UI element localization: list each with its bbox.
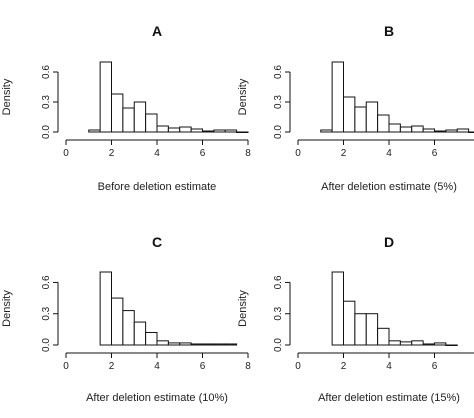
panel-title: D xyxy=(384,234,394,250)
histogram-bar xyxy=(388,340,401,346)
histogram-bar xyxy=(133,321,147,346)
histogram-bar xyxy=(122,107,135,133)
x-tick-label: 0 xyxy=(295,361,301,372)
y-tick-label: 0.3 xyxy=(41,95,52,109)
y-tick-label: 0.3 xyxy=(41,306,52,320)
y-tick-label: 0.0 xyxy=(41,125,52,139)
panel-b: B 0 2 4 6 8 0.0 0.3 0.6 After deletion estimate (… xyxy=(237,23,474,193)
y-tick-label: 0.3 xyxy=(273,306,284,320)
histogram-bar xyxy=(411,340,424,346)
histogram-bar xyxy=(190,343,203,346)
x-tick-label: 2 xyxy=(341,148,347,159)
x-tick-label: 4 xyxy=(154,148,160,159)
x-axis-label: After deletion estimate (5%) xyxy=(321,181,457,193)
panel-d: D 0 2 4 6 8 0.0 0.3 0.6 After deletion estimate (… xyxy=(237,234,474,404)
histogram-bar xyxy=(422,128,435,133)
histogram-bar xyxy=(331,61,344,133)
y-tick-label: 0.6 xyxy=(41,275,52,289)
histogram-bar xyxy=(145,331,158,346)
x-axis-label: After deletion estimate (10%) xyxy=(86,392,228,404)
panel-a: A 0 2 4 6 8 0.0 0.3 0.6 Before deletion estimate D… xyxy=(1,23,251,193)
x-tick-label: 8 xyxy=(245,361,251,372)
y-tick-label: 0.0 xyxy=(273,338,284,352)
histogram-bar xyxy=(156,340,169,346)
panel-c: C 0 2 4 6 8 0.0 0.3 0.6 After deletion estimate (… xyxy=(1,234,251,404)
histogram-bar xyxy=(468,131,474,133)
y-axis-label: Density xyxy=(237,290,249,327)
y-axis-label: Density xyxy=(1,78,13,115)
histogram-bar xyxy=(179,126,192,133)
histogram-bar xyxy=(399,126,413,133)
histogram-bar xyxy=(422,343,435,346)
y-tick-label: 0.6 xyxy=(273,65,284,79)
histogram-bar xyxy=(331,271,344,346)
x-tick-label: 2 xyxy=(109,148,115,159)
histogram-bar xyxy=(99,61,112,133)
histogram-bar xyxy=(354,313,367,346)
histogram-bar xyxy=(343,300,356,346)
x-tick-label: 6 xyxy=(200,148,206,159)
histogram-bar xyxy=(111,93,124,133)
x-axis-label: After deletion estimate (15%) xyxy=(318,392,460,404)
histogram-bar xyxy=(377,327,390,346)
x-tick-label: 6 xyxy=(200,361,206,372)
x-tick-label: 4 xyxy=(154,361,160,372)
histogram-bar xyxy=(133,101,147,133)
histogram-bar xyxy=(456,128,470,133)
histogram-bar xyxy=(213,343,226,346)
histogram-bar xyxy=(145,113,158,133)
panel-title: A xyxy=(152,23,162,39)
histogram-bar xyxy=(156,125,169,133)
x-tick-label: 2 xyxy=(341,361,347,372)
histogram-bar xyxy=(365,313,379,346)
histogram-bar xyxy=(365,101,379,133)
histogram-bar xyxy=(434,130,447,133)
y-tick-label: 0.6 xyxy=(41,65,52,79)
histogram-bar xyxy=(99,271,112,346)
histogram-bar xyxy=(320,129,333,133)
y-axis-label: Density xyxy=(237,78,249,115)
x-tick-label: 2 xyxy=(109,361,115,372)
histogram-bar xyxy=(343,96,356,133)
x-tick-label: 8 xyxy=(245,148,251,159)
histogram-bar xyxy=(167,342,181,346)
histogram-bar xyxy=(167,127,181,133)
y-tick-label: 0.6 xyxy=(273,275,284,289)
y-tick-label: 0.0 xyxy=(273,125,284,139)
histogram-bar xyxy=(88,129,101,133)
x-tick-label: 4 xyxy=(386,361,392,372)
panel-title: C xyxy=(152,234,162,250)
x-axis-label: Before deletion estimate xyxy=(98,181,217,193)
histogram-bar xyxy=(236,131,249,133)
histogram-bar xyxy=(445,129,458,133)
histogram-bar xyxy=(202,343,215,346)
x-tick-label: 0 xyxy=(63,148,69,159)
panel-title: B xyxy=(384,23,394,39)
x-tick-label: 0 xyxy=(295,148,301,159)
x-tick-label: 6 xyxy=(432,148,438,159)
histogram-bar xyxy=(354,106,367,133)
x-tick-label: 0 xyxy=(63,361,69,372)
histogram-bar xyxy=(399,341,413,346)
histogram-bar xyxy=(202,130,215,133)
y-tick-label: 0.0 xyxy=(41,338,52,352)
x-tick-label: 4 xyxy=(386,148,392,159)
histogram-bar xyxy=(190,128,203,133)
histogram-bar xyxy=(388,123,401,133)
histogram-bar xyxy=(411,125,424,133)
histogram-bar xyxy=(434,342,447,346)
histogram-bar xyxy=(213,129,226,133)
histogram-bar xyxy=(224,129,238,133)
histogram-bar xyxy=(179,342,192,346)
y-tick-label: 0.3 xyxy=(273,95,284,109)
histogram-bar xyxy=(224,343,238,346)
histogram-bar xyxy=(377,114,390,133)
y-axis-label: Density xyxy=(1,290,13,327)
x-tick-label: 6 xyxy=(432,361,438,372)
histogram-bar xyxy=(111,297,124,346)
histogram-bar xyxy=(445,344,458,346)
histogram-bar xyxy=(122,310,135,346)
